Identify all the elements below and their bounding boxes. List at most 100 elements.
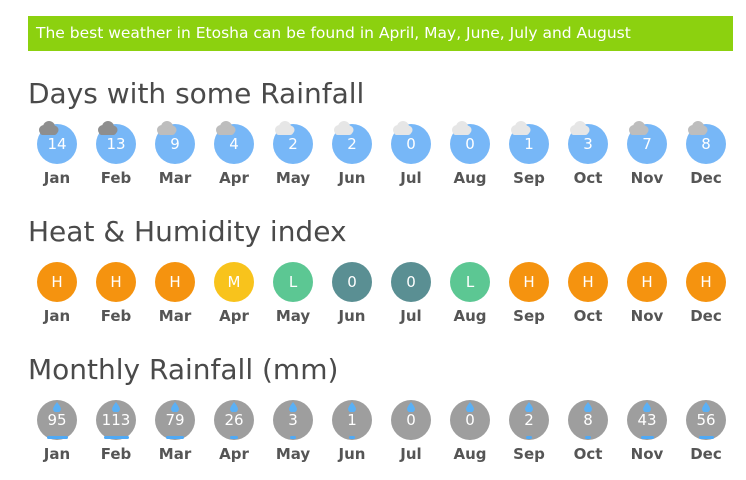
month-label: Jun: [338, 169, 366, 187]
rain_days-month-sep: 1 Sep: [509, 121, 549, 194]
rainfall-value: 43: [637, 411, 657, 429]
best-weather-banner: The best weather in Etosha can be found …: [28, 16, 733, 51]
rain-days-value: 2: [288, 135, 298, 153]
rainfall-level-bar: [166, 436, 184, 439]
month-label: Oct: [573, 307, 603, 325]
heat-index-value: H: [110, 273, 122, 291]
rainfall-level-bar: [349, 436, 355, 439]
rain_days-month-jun: 2 Jun: [332, 121, 372, 194]
heat-index-circle: H: [509, 262, 549, 302]
cloud-icon: [452, 121, 472, 135]
month-label: Jun: [338, 307, 366, 325]
cloud-icon: [688, 121, 708, 135]
rain-days-circle: 7: [627, 121, 667, 164]
rain_days-month-jan: 14 Jan: [37, 121, 77, 194]
heat-index-value: H: [51, 273, 63, 291]
raindrop-icon: [407, 402, 415, 412]
month-label: Mar: [158, 445, 192, 463]
rainfall-value: 1: [347, 411, 357, 429]
rainfall-circle: 2: [509, 400, 549, 440]
monthly_rainfall-month-mar: 79 Mar: [155, 400, 195, 470]
rainfall-value: 79: [165, 411, 185, 429]
cloud-icon: [393, 121, 413, 135]
rainfall-circle: 113: [96, 400, 136, 440]
cloud-icon: [570, 121, 590, 135]
raindrop-icon: [466, 402, 474, 412]
rainfall-level-bar: [104, 436, 129, 439]
raindrop-icon: [289, 402, 297, 412]
rain-days-circle: 9: [155, 121, 195, 164]
heat-index-circle: H: [155, 262, 195, 302]
raindrop-icon: [53, 402, 61, 412]
heat_index-month-mar: H Mar: [155, 262, 195, 332]
rain_days-month-jul: 0 Jul: [391, 121, 431, 194]
rainfall-value: 95: [47, 411, 67, 429]
month-label: Oct: [573, 169, 603, 187]
rain-days-circle: 14: [37, 121, 77, 164]
rainfall-circle: 56: [686, 400, 726, 440]
monthly_rainfall-month-aug: 0 Aug: [450, 400, 490, 470]
heat-index-value: 0: [406, 273, 416, 291]
heat-index-circle: H: [627, 262, 667, 302]
rain-days-circle: 0: [450, 121, 490, 164]
rain_days-month-apr: 4 Apr: [214, 121, 254, 194]
rain-days-value: 14: [47, 135, 67, 153]
raindrop-icon: [230, 402, 238, 412]
month-label: Jun: [338, 445, 366, 463]
cloud-icon: [511, 121, 531, 135]
cloud-icon: [39, 121, 59, 135]
month-label: Aug: [453, 445, 487, 463]
heat_index-month-jun: 0 Jun: [332, 262, 372, 332]
rain-days-value: 0: [406, 135, 416, 153]
month-label: Mar: [158, 307, 192, 325]
rain-days-value: 9: [170, 135, 180, 153]
month-label: Nov: [630, 169, 664, 187]
rainfall-value: 3: [288, 411, 298, 429]
rain-days-value: 0: [465, 135, 475, 153]
rainfall-level-bar: [230, 436, 238, 439]
rainfall-level-bar: [585, 436, 591, 439]
month-label: Apr: [219, 307, 249, 325]
heat_index-month-nov: H Nov: [627, 262, 667, 332]
rainfall-circle: 3: [273, 400, 313, 440]
rainfall-level-bar: [699, 436, 714, 439]
cloud-icon: [157, 121, 177, 135]
raindrop-icon: [584, 402, 592, 412]
monthly_rainfall-month-feb: 113 Feb: [96, 400, 136, 470]
rainfall-circle: 43: [627, 400, 667, 440]
raindrop-icon: [112, 402, 120, 412]
heat-index-circle: H: [37, 262, 77, 302]
month-label: Oct: [573, 445, 603, 463]
month-label: Feb: [100, 169, 132, 187]
rainfall-value: 0: [406, 411, 416, 429]
month-label: Mar: [158, 169, 192, 187]
month-label: May: [275, 307, 311, 325]
raindrop-icon: [702, 402, 710, 412]
rainfall-value: 0: [465, 411, 475, 429]
rain-days-value: 4: [229, 135, 239, 153]
rain-days-circle: 0: [391, 121, 431, 164]
month-label: Jan: [43, 445, 71, 463]
month-label: Aug: [453, 307, 487, 325]
month-label: Dec: [690, 445, 722, 463]
rain-days-row: 14 Jan 13 Feb 9 Mar 4 Apr 2 May 2 Jun 0 Jul 0 Aug 1 Sep 3 O…: [37, 121, 737, 194]
month-label: Jul: [400, 307, 422, 325]
heat_index-month-apr: M Apr: [214, 262, 254, 332]
heat-index-value: 0: [347, 273, 357, 291]
month-label: Sep: [513, 169, 545, 187]
month-label: Dec: [690, 169, 722, 187]
raindrop-icon: [348, 402, 356, 412]
month-label: Jul: [400, 169, 422, 187]
cloud-icon: [98, 121, 118, 135]
rain_days-month-mar: 9 Mar: [155, 121, 195, 194]
heat-index-circle: L: [450, 262, 490, 302]
rain_days-month-nov: 7 Nov: [627, 121, 667, 194]
heat-index-row: H Jan H Feb H Mar M Apr L May 0 Jun 0 Jul L Aug H Sep H Oct…: [37, 262, 737, 332]
heat-index-circle: L: [273, 262, 313, 302]
monthly_rainfall-month-sep: 2 Sep: [509, 400, 549, 470]
rain-days-value: 13: [106, 135, 126, 153]
month-label: Sep: [513, 307, 545, 325]
monthly_rainfall-month-jul: 0 Jul: [391, 400, 431, 470]
rainfall-circle: 0: [391, 400, 431, 440]
raindrop-icon: [171, 402, 179, 412]
